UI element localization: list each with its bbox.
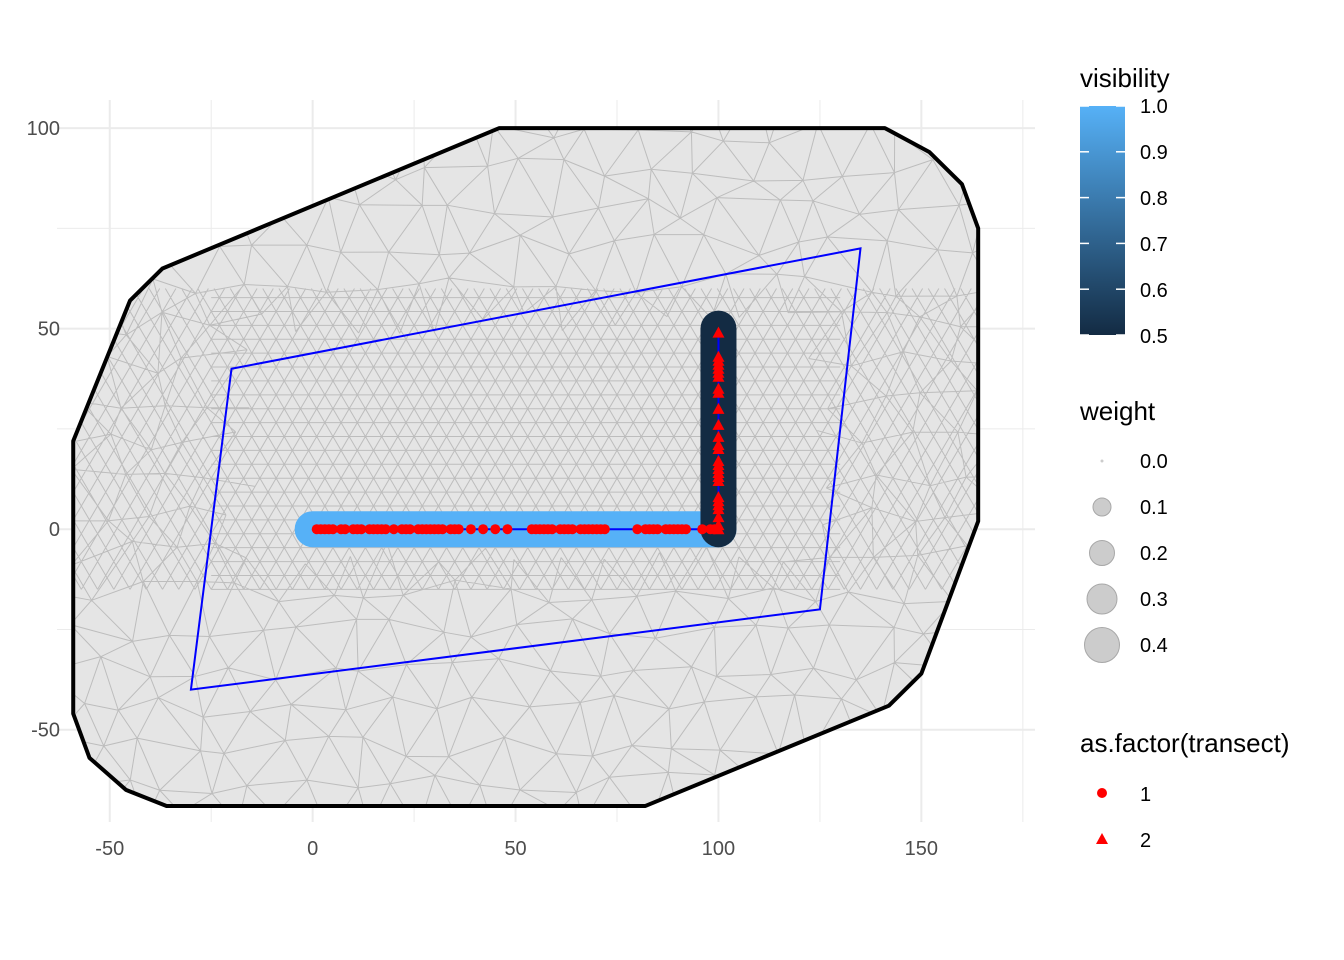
detection-point-transect-2 [712, 519, 725, 531]
y-tick-label: 0 [49, 519, 60, 541]
detection-point-transect-1 [652, 524, 663, 535]
visibility-label: 0.6 [1140, 280, 1168, 302]
legend-title-visibility: visibility [1080, 63, 1170, 93]
visibility-label: 0.9 [1140, 142, 1168, 164]
transect-2-key-icon [1096, 833, 1108, 844]
detection-point-transect-1 [681, 524, 692, 535]
detection-point-transect-1 [437, 524, 448, 535]
weight-label: 0.4 [1140, 635, 1168, 657]
legend-weight: weight 0.0 0.1 0.2 0.3 0.4 [1079, 396, 1168, 663]
visibility-label: 0.8 [1140, 188, 1168, 210]
detection-point-transect-1 [465, 524, 476, 535]
weight-label: 0.1 [1140, 497, 1168, 519]
detection-point-transect-1 [567, 524, 578, 535]
visibility-label: 0.5 [1140, 326, 1168, 348]
detection-point-transect-1 [697, 524, 708, 535]
detection-point-transect-1 [490, 524, 501, 535]
detection-point-transect-2 [712, 382, 725, 394]
weight-key [1089, 540, 1115, 566]
detection-point-transect-2 [712, 402, 725, 414]
x-axis: -50 0 50 100 150 [95, 838, 938, 860]
detection-point-transect-2 [712, 491, 725, 503]
detection-point-transect-1 [502, 524, 513, 535]
detection-point-transect-2 [712, 418, 725, 430]
weight-label: 0.0 [1140, 451, 1168, 473]
legend-visibility: visibility 1.0 0.9 0.8 0.7 0.6 0.5 [1080, 63, 1170, 348]
x-tick-label: 100 [702, 838, 735, 860]
visibility-label: 1.0 [1140, 96, 1168, 118]
detection-point-transect-2 [712, 430, 725, 442]
detection-point-transect-1 [388, 524, 399, 535]
x-tick-label: 150 [905, 838, 938, 860]
detection-point-transect-1 [478, 524, 489, 535]
transect-1-key-icon [1097, 788, 1107, 798]
y-tick-label: 100 [27, 118, 60, 140]
detection-point-transect-1 [599, 524, 610, 535]
detection-point-transect-2 [712, 438, 725, 450]
detection-point-transect-1 [632, 524, 643, 535]
legend-title-transect: as.factor(transect) [1080, 728, 1290, 758]
visibility-label: 0.7 [1140, 234, 1168, 256]
weight-key [1092, 497, 1112, 517]
mesh-boundary [71, 126, 981, 808]
detection-point-transect-1 [327, 524, 338, 535]
x-tick-label: -50 [95, 838, 124, 860]
x-tick-label: 50 [504, 838, 526, 860]
detection-point-transect-1 [405, 524, 416, 535]
weight-key [1084, 627, 1120, 663]
mesh [71, 126, 981, 808]
detection-point-transect-2 [712, 511, 725, 523]
y-tick-label: -50 [31, 720, 60, 742]
transect-label: 1 [1140, 784, 1151, 806]
detections [311, 326, 725, 535]
detection-point-transect-2 [712, 455, 725, 466]
y-tick-label: 50 [38, 319, 60, 341]
visibility-colorbar [1080, 106, 1125, 335]
x-tick-label: 0 [307, 838, 318, 860]
weight-key [1100, 459, 1104, 463]
weight-label: 0.3 [1140, 589, 1168, 611]
survey-region [189, 247, 862, 691]
detection-point-transect-2 [712, 326, 725, 338]
detection-point-transect-1 [340, 524, 351, 535]
weight-key [1086, 583, 1118, 615]
transect-label: 2 [1140, 830, 1151, 852]
detection-point-transect-1 [380, 524, 391, 535]
detection-point-transect-1 [547, 524, 558, 535]
legend-title-weight: weight [1079, 396, 1156, 426]
detection-point-transect-1 [453, 524, 464, 535]
detection-point-transect-1 [356, 524, 367, 535]
detection-point-transect-2 [712, 350, 725, 362]
weight-label: 0.2 [1140, 543, 1168, 565]
y-axis: -50 0 50 100 [27, 118, 60, 742]
legend-transect: as.factor(transect) 1 2 [1080, 728, 1290, 852]
